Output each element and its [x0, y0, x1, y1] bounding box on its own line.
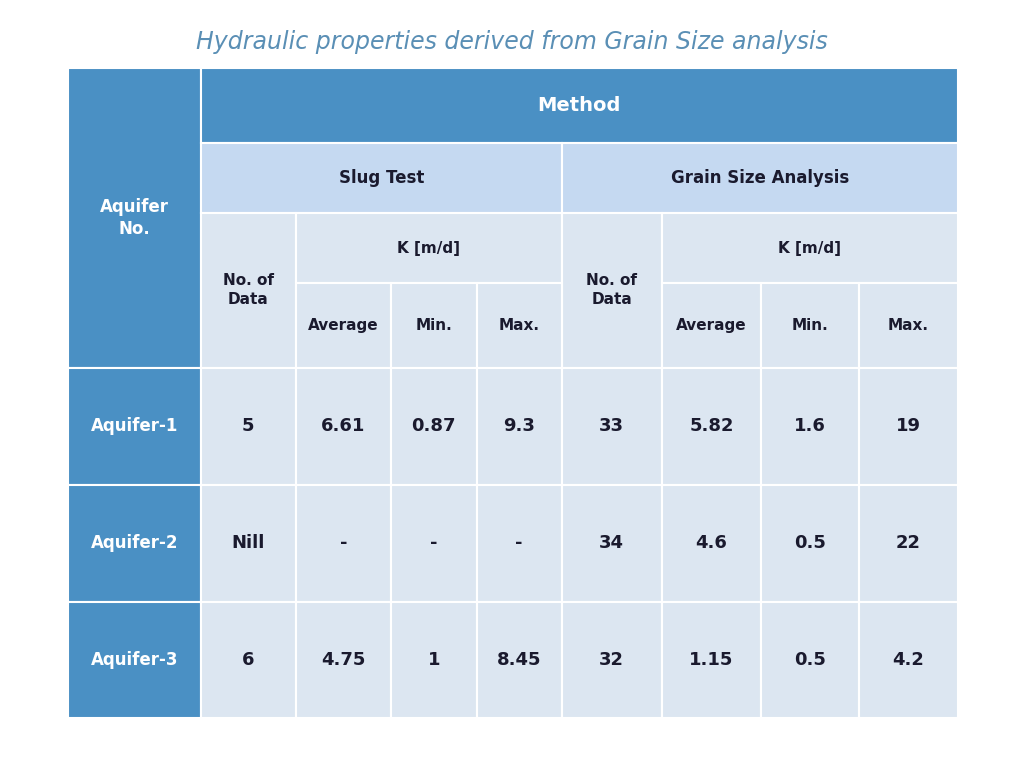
Text: Min.: Min.	[792, 318, 828, 333]
Text: 6.61: 6.61	[322, 417, 366, 435]
Text: Aquifer-3: Aquifer-3	[90, 650, 178, 669]
Text: -: -	[340, 535, 347, 552]
Text: No. of
Data: No. of Data	[587, 273, 637, 307]
Text: 0.5: 0.5	[795, 650, 826, 669]
Text: Aquifer
No.: Aquifer No.	[99, 197, 169, 238]
Text: 19: 19	[896, 417, 922, 435]
Text: 6: 6	[242, 650, 255, 669]
Text: Aquifer-2: Aquifer-2	[90, 535, 178, 552]
Text: Max.: Max.	[499, 318, 540, 333]
Text: 1.15: 1.15	[689, 650, 733, 669]
Text: 8.45: 8.45	[497, 650, 542, 669]
Text: Aquifer-1: Aquifer-1	[90, 417, 178, 435]
Text: Slug Test: Slug Test	[339, 169, 424, 187]
Text: 5.82: 5.82	[689, 417, 734, 435]
Text: 4.75: 4.75	[322, 650, 366, 669]
Text: 0.5: 0.5	[795, 535, 826, 552]
Text: 22: 22	[896, 535, 922, 552]
Text: Hydraulic properties derived from Grain Size analysis: Hydraulic properties derived from Grain …	[197, 30, 827, 54]
Text: Average: Average	[308, 318, 379, 333]
Text: -: -	[430, 535, 437, 552]
Text: 4.2: 4.2	[893, 650, 925, 669]
Text: K [m/d]: K [m/d]	[778, 240, 842, 256]
Text: K [m/d]: K [m/d]	[397, 240, 461, 256]
Text: Nill: Nill	[231, 535, 265, 552]
Text: Average: Average	[676, 318, 746, 333]
Text: 32: 32	[599, 650, 625, 669]
Text: Max.: Max.	[888, 318, 929, 333]
Text: 5: 5	[242, 417, 255, 435]
Text: 1: 1	[428, 650, 440, 669]
Text: -: -	[515, 535, 523, 552]
Text: 0.87: 0.87	[412, 417, 456, 435]
Text: Min.: Min.	[416, 318, 453, 333]
Text: 1.6: 1.6	[795, 417, 826, 435]
Text: 34: 34	[599, 535, 625, 552]
Text: No. of
Data: No. of Data	[223, 273, 273, 307]
Text: 33: 33	[599, 417, 625, 435]
Text: Method: Method	[538, 96, 621, 115]
Text: 4.6: 4.6	[695, 535, 727, 552]
Text: Grain Size Analysis: Grain Size Analysis	[671, 169, 849, 187]
Text: 9.3: 9.3	[503, 417, 536, 435]
